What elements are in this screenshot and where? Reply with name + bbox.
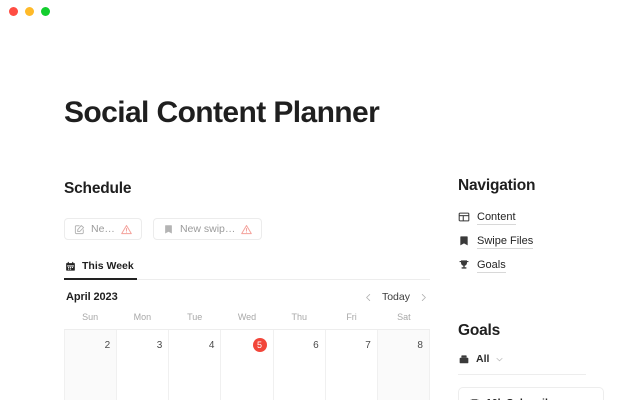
sidebar-item-content-label: Content: [477, 210, 516, 225]
window-titlebar: [0, 0, 640, 22]
day-name: Mon: [133, 312, 152, 322]
day-cell[interactable]: 6: [273, 330, 326, 400]
day-name: Tue: [187, 312, 203, 322]
day-cell[interactable]: 2: [65, 330, 118, 400]
calendar-day-names: Sun Mon Tue Wed Thu Fri Sat: [64, 312, 430, 329]
day-cell[interactable]: 7: [325, 330, 378, 400]
calendar-month-label: April 2023: [66, 291, 118, 303]
new-content-button-label: Ne…: [91, 223, 115, 235]
day-name: Fri: [346, 312, 357, 322]
window-close-button[interactable]: [9, 6, 18, 16]
sidebar: Navigation Content Swip: [458, 177, 640, 400]
new-swipe-button-label: New swip…: [179, 223, 236, 235]
chevron-down-icon: [495, 355, 504, 364]
day-number: 4: [208, 340, 215, 351]
chevron-right-icon[interactable]: [419, 293, 428, 302]
calendar-header: April 2023 Today: [64, 280, 430, 312]
calendar-week-row: 2 3 4 5 6 7 8: [65, 330, 430, 400]
tab-this-week[interactable]: This Week: [64, 260, 137, 280]
sidebar-item-swipe-files-label: Swipe Files: [477, 234, 534, 249]
sidebar-item-swipe-files[interactable]: Swipe Files: [458, 230, 640, 252]
warning-icon: [241, 224, 253, 235]
day-cell[interactable]: 8: [377, 330, 430, 400]
sidebar-item-goals-label: Goals: [477, 258, 506, 273]
page-title: Social Content Planner: [64, 96, 380, 129]
schedule-section: Schedule Ne…: [64, 180, 430, 400]
warning-icon: [121, 224, 132, 235]
schedule-action-buttons: Ne… New swip…: [64, 218, 430, 240]
calendar-icon: [65, 261, 76, 272]
navigation-heading: Navigation: [458, 177, 536, 194]
day-number: 6: [313, 340, 319, 351]
day-cell[interactable]: 4: [169, 330, 222, 400]
day-number: 2: [104, 340, 111, 351]
goals-filter[interactable]: All: [458, 353, 586, 375]
day-cell-today[interactable]: 5: [221, 330, 274, 400]
layout-icon: [458, 211, 470, 223]
window-maximize-button[interactable]: [41, 6, 50, 16]
tab-this-week-label: This Week: [82, 260, 134, 272]
day-name: Wed: [237, 312, 257, 322]
day-number-today: 5: [252, 338, 267, 352]
compose-icon: [74, 224, 85, 235]
day-name: Thu: [291, 312, 308, 322]
day-cell[interactable]: 3: [117, 330, 170, 400]
new-swipe-button[interactable]: New swip…: [152, 218, 263, 240]
sidebar-item-content[interactable]: Content: [458, 206, 640, 228]
schedule-heading: Schedule: [64, 180, 132, 197]
filter-icon: [458, 353, 470, 365]
chevron-left-icon[interactable]: [364, 293, 373, 302]
day-number: 7: [365, 340, 371, 351]
bookmark-icon: [163, 224, 174, 235]
bookmark-icon: [458, 235, 470, 247]
goal-title: 10k Subscribers: [486, 397, 567, 400]
day-number: 3: [156, 340, 163, 351]
day-name: Sat: [397, 312, 411, 322]
trophy-icon: [458, 259, 470, 271]
page-body: Social Content Planner Schedule Ne…: [0, 22, 640, 400]
calendar-nav: Today: [364, 291, 428, 303]
day-number: 8: [417, 340, 423, 351]
day-name: Sun: [82, 312, 99, 322]
calendar-grid: 2 3 4 5 6 7 8: [64, 329, 430, 400]
sidebar-item-goals[interactable]: Goals: [458, 254, 640, 276]
goals-heading: Goals: [458, 322, 501, 339]
calendar-today-button[interactable]: Today: [381, 291, 410, 303]
window-minimize-button[interactable]: [25, 6, 34, 16]
goals-filter-label: All: [476, 353, 490, 365]
schedule-tabs: This Week: [64, 260, 430, 280]
goal-card[interactable]: 10k Subscribers Mar 1 → Jun 30 50%: [458, 387, 604, 400]
new-content-button[interactable]: Ne…: [64, 218, 142, 240]
navigation-list: Content Swipe Files: [458, 206, 640, 276]
